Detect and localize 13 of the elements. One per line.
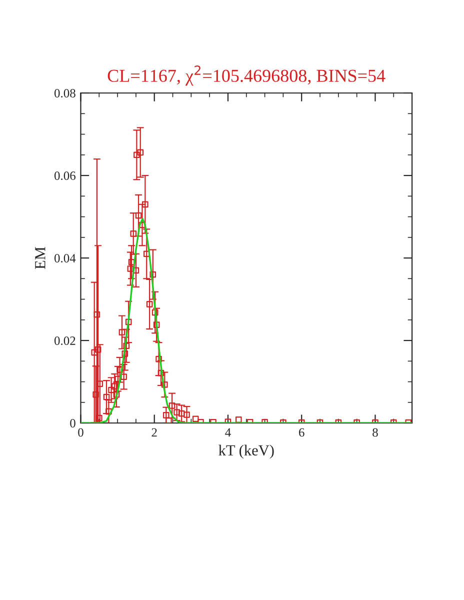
y-tick-label: 0: [70, 419, 76, 428]
chart-title: CL=1167, χ$^{2}$=105.4696808, BINS=54: [108, 65, 386, 86]
x-tick-label: 6: [299, 428, 304, 437]
x-tick-label: 2: [152, 428, 157, 437]
y-tick-label: 0.06: [54, 172, 76, 180]
y-tick-label: 0.08: [54, 89, 76, 98]
y-axis-title: EM: [35, 246, 46, 270]
x-tick-label: 0: [78, 428, 84, 437]
x-tick-label: 4: [225, 428, 231, 437]
x-axis-title: kT (keV): [218, 444, 274, 459]
x-tick-label: 8: [372, 428, 378, 437]
y-tick-label: 0.04: [54, 254, 76, 263]
y-tick-label: 0.02: [54, 336, 76, 346]
